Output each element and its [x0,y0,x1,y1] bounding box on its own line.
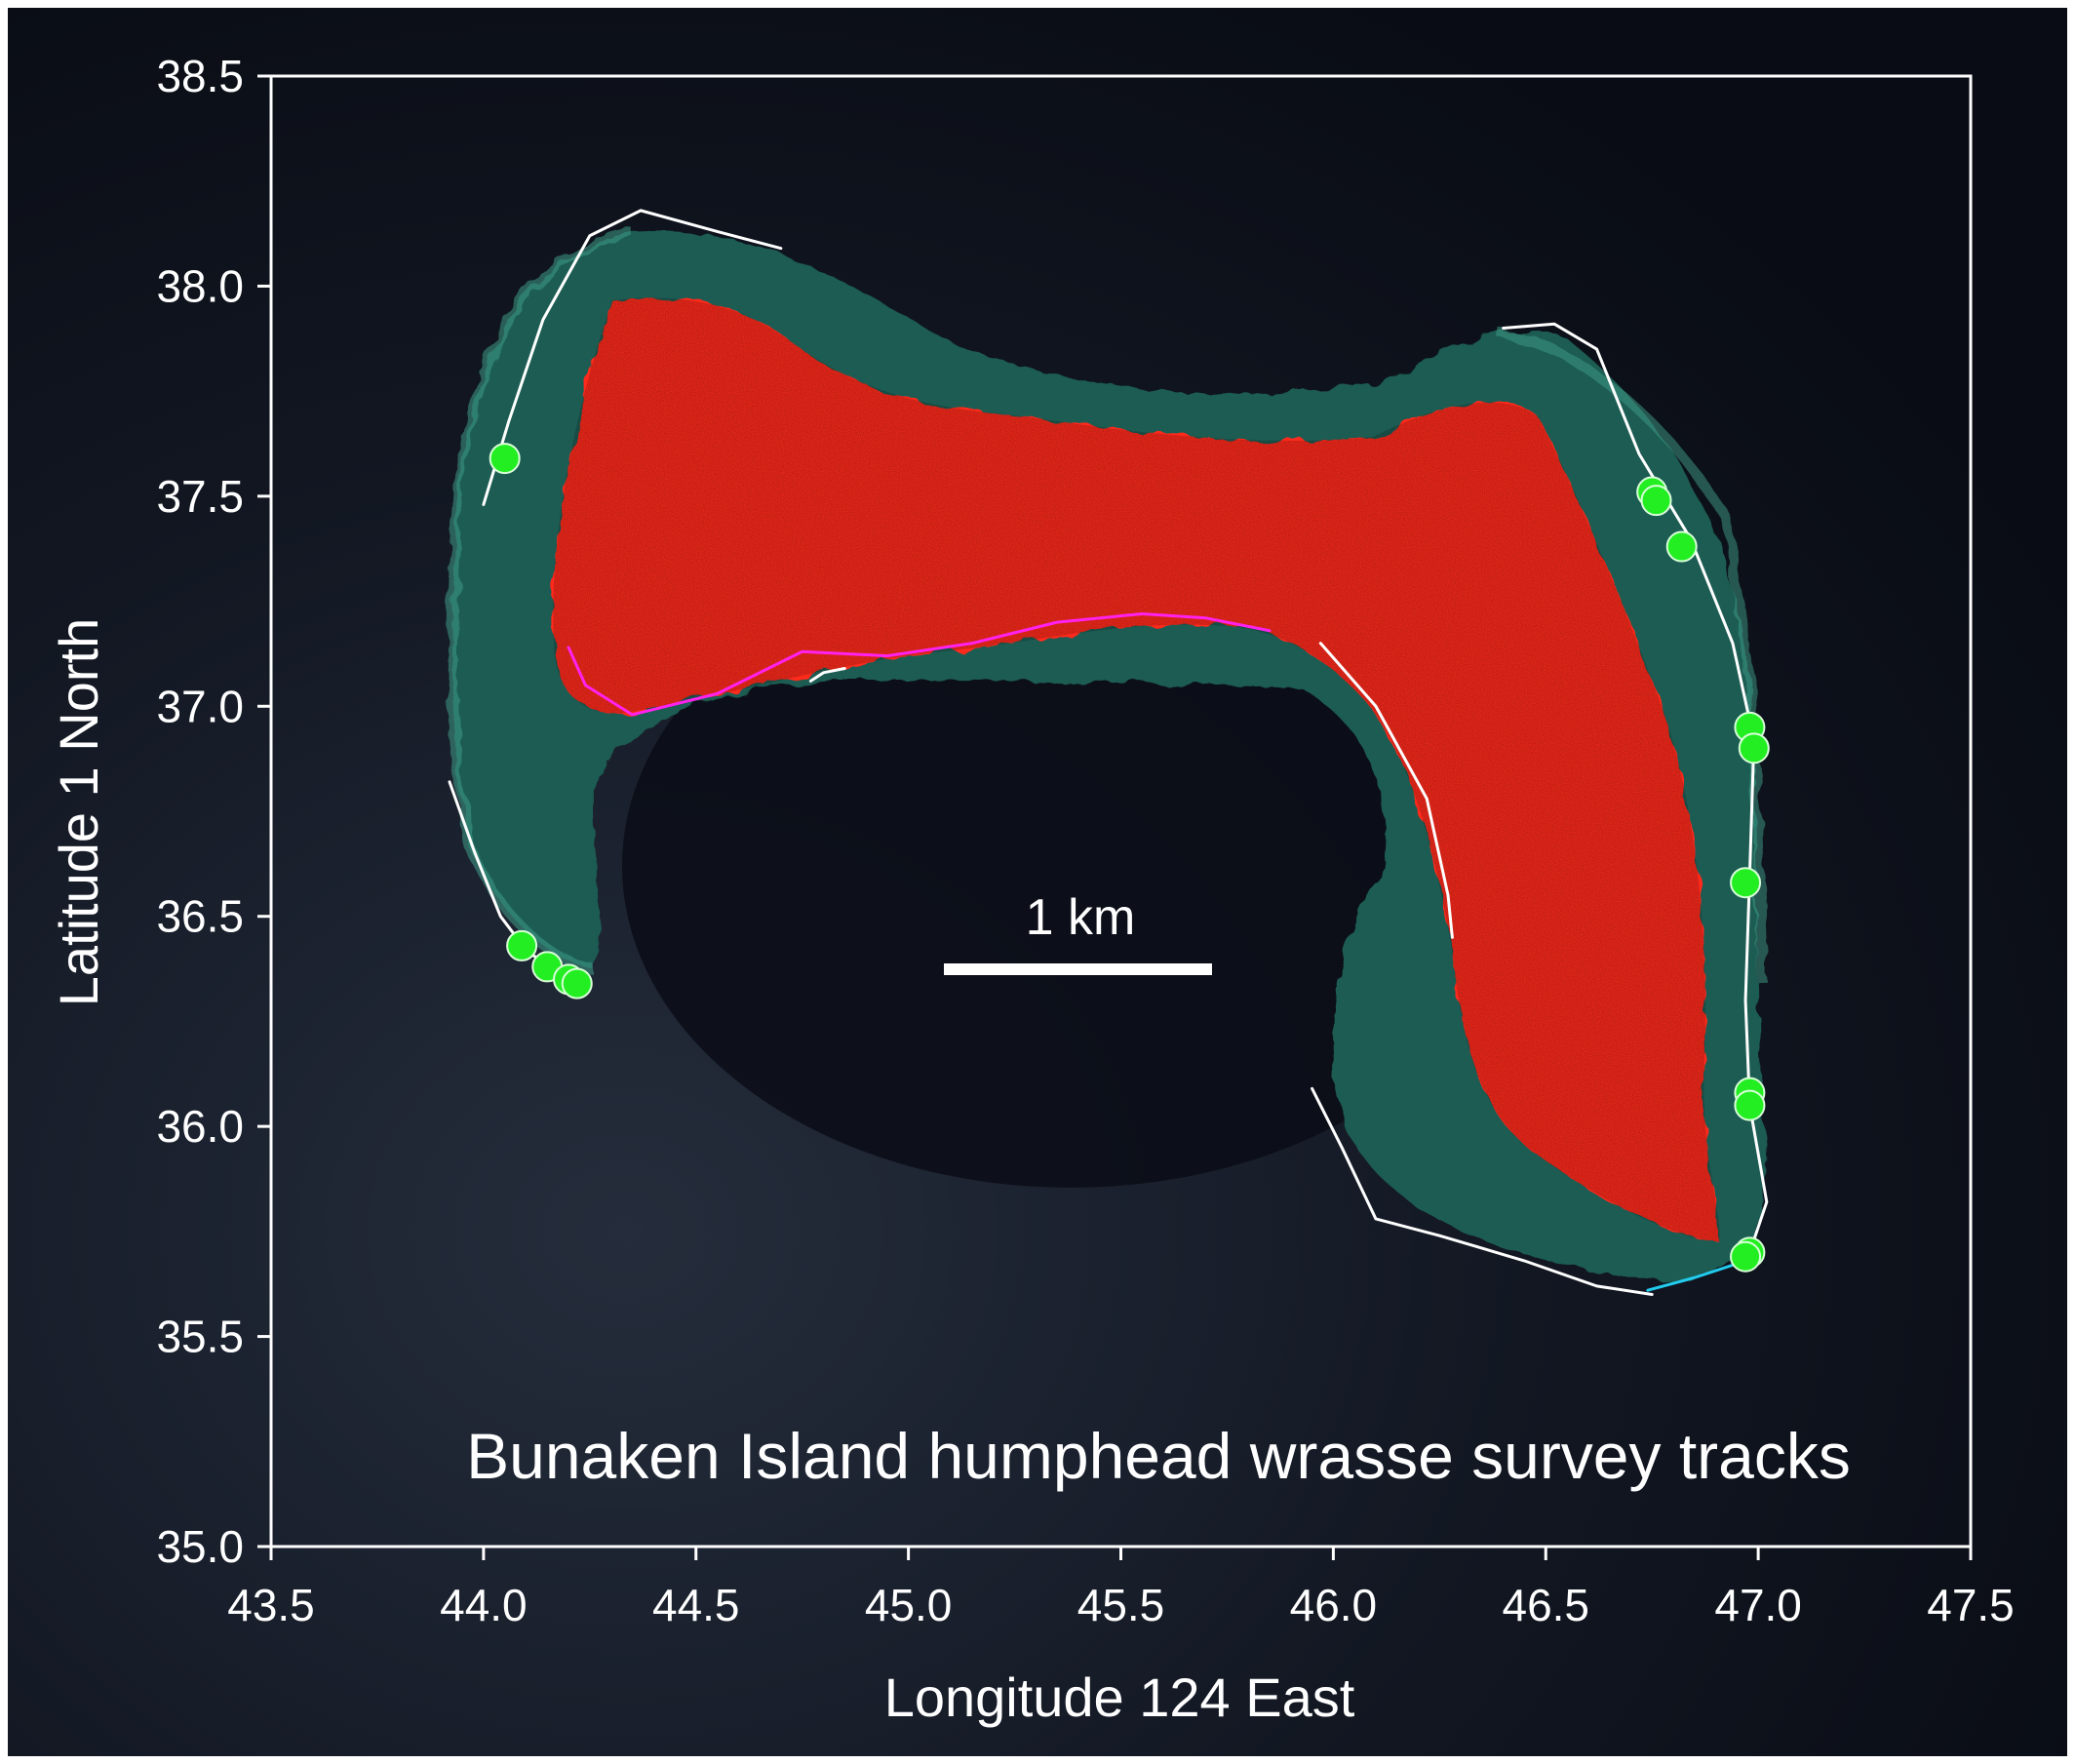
survey-map: 43.5 44.0 44.5 45.0 45.5 46.0 46.5 47.0 47.5 35.… [8,8,2067,1756]
x-axis-ticks: 43.5 44.0 44.5 45.0 45.5 46.0 46.5 47.0 47.5 [227,1547,2015,1630]
survey-track-white-1 [482,209,783,506]
sighting-marker [1734,1089,1766,1121]
x-tick-label: 45.5 [1077,1580,1165,1630]
y-tick-label: 35.5 [156,1312,244,1362]
y-tick-label: 35.0 [156,1521,244,1572]
x-tick-label: 47.0 [1714,1580,1802,1630]
y-tick-label: 37.0 [156,681,244,731]
x-axis-title: Longitude 124 East [884,1666,1355,1728]
x-tick-label: 47.5 [1927,1580,2015,1630]
x-tick-label: 46.0 [1290,1580,1378,1630]
scale-bar-label: 1 km [1026,889,1136,946]
y-tick-label: 36.0 [156,1101,244,1152]
sighting-marker [1730,867,1762,899]
y-tick-label: 38.0 [156,260,244,311]
survey-track-white-4 [1318,642,1454,939]
y-tick-label: 38.5 [156,51,244,101]
reef-crest [447,227,633,973]
x-tick-label: 45.0 [865,1580,953,1630]
sighting-marker [1640,485,1672,517]
sighting-marker [1738,732,1770,764]
survey-track-cyan-8 [1646,1259,1747,1292]
x-tick-label: 44.0 [440,1580,528,1630]
y-tick-label: 36.5 [156,891,244,942]
reef-crest-east [1499,330,1768,984]
sighting-marker [1665,530,1698,563]
scale-bar [944,963,1212,975]
survey-track-white-6 [1311,1086,1654,1296]
y-axis-title: Latitude 1 North [48,618,109,1006]
sighting-marker [1730,1240,1762,1273]
map-title: Bunaken Island humphead wrasse survey tr… [466,1420,1851,1492]
survey-map-figure: 43.5 44.0 44.5 45.0 45.5 46.0 46.5 47.0 47.5 35.… [8,8,2067,1756]
x-tick-label: 46.5 [1502,1580,1589,1630]
y-axis-ticks: 35.0 35.5 36.0 36.5 37.0 37.5 38.0 38.5 [156,51,271,1572]
y-tick-label: 37.5 [156,471,244,522]
island-land-texture [553,297,1720,1242]
survey-track-magenta-7 [567,611,1272,717]
deep-lagoon-shadow [622,544,1519,1188]
x-tick-label: 43.5 [227,1580,315,1630]
sightings-layer [489,443,1770,1273]
survey-track-white-3 [808,667,846,683]
sighting-marker [489,443,521,475]
sighting-marker [561,967,593,1000]
x-tick-label: 44.5 [652,1580,740,1630]
survey-tracks [448,209,1769,1296]
sighting-marker [506,929,538,961]
survey-track-white-5 [1502,322,1769,1254]
